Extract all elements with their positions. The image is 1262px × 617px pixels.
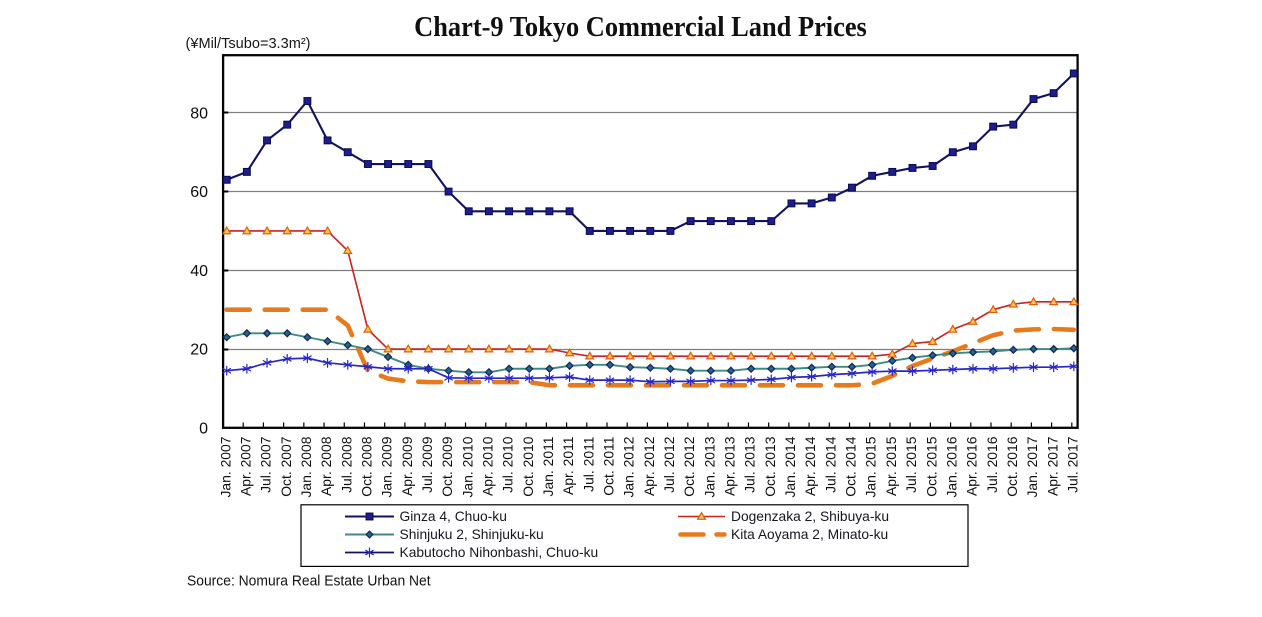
svg-text:Jul. 2008: Jul. 2008 (338, 436, 354, 493)
svg-text:Jan. 2012: Jan. 2012 (621, 436, 637, 497)
svg-text:Jul. 2010: Jul. 2010 (500, 436, 516, 493)
svg-text:Jul. 2016: Jul. 2016 (984, 436, 1000, 493)
svg-text:40: 40 (190, 263, 208, 280)
svg-text:Jul. 2015: Jul. 2015 (903, 436, 919, 493)
svg-text:Jan. 2014: Jan. 2014 (782, 436, 798, 497)
svg-text:Kita Aoyama 2, Minato-ku: Kita Aoyama 2, Minato-ku (731, 527, 888, 542)
svg-text:Jan. 2007: Jan. 2007 (217, 436, 233, 497)
svg-text:Oct. 2015: Oct. 2015 (923, 436, 939, 497)
svg-text:Jan. 2016: Jan. 2016 (943, 436, 959, 497)
svg-text:Apr. 2016: Apr. 2016 (964, 436, 980, 496)
svg-text:Jul. 2013: Jul. 2013 (742, 436, 758, 493)
svg-text:Apr. 2014: Apr. 2014 (802, 436, 818, 496)
svg-text:Jan. 2013: Jan. 2013 (701, 436, 717, 497)
svg-text:80: 80 (190, 105, 208, 122)
svg-text:Jul. 2014: Jul. 2014 (822, 436, 838, 493)
svg-text:Oct. 2014: Oct. 2014 (843, 436, 859, 497)
svg-text:Jul. 2007: Jul. 2007 (258, 436, 274, 493)
svg-text:Oct. 2008: Oct. 2008 (358, 436, 374, 497)
svg-text:Source: Nomura Real Estate Urb: Source: Nomura Real Estate Urban Net (187, 573, 431, 590)
svg-text:Jan. 2010: Jan. 2010 (459, 436, 475, 497)
svg-text:Apr. 2010: Apr. 2010 (480, 436, 496, 496)
svg-text:Oct. 2007: Oct. 2007 (278, 436, 294, 497)
svg-text:Oct. 2016: Oct. 2016 (1004, 436, 1020, 497)
svg-text:Oct. 2010: Oct. 2010 (520, 436, 536, 497)
svg-text:Jan. 2009: Jan. 2009 (379, 436, 395, 497)
svg-text:0: 0 (199, 420, 208, 437)
svg-text:Oct. 2012: Oct. 2012 (681, 436, 697, 497)
svg-text:Kabutocho Nihonbashi, Chuo-ku: Kabutocho Nihonbashi, Chuo-ku (400, 545, 599, 560)
svg-text:Chart-9 Tokyo Commercial Land: Chart-9 Tokyo Commercial Land Prices (414, 10, 867, 42)
svg-text:(¥Mil/Tsubo=3.3m²): (¥Mil/Tsubo=3.3m²) (186, 36, 311, 52)
svg-text:Apr. 2012: Apr. 2012 (641, 436, 657, 496)
svg-text:Apr. 2009: Apr. 2009 (399, 436, 415, 496)
svg-text:Jul. 2017: Jul. 2017 (1064, 436, 1080, 493)
svg-text:Apr. 2015: Apr. 2015 (883, 436, 899, 496)
svg-text:Jan. 2008: Jan. 2008 (298, 436, 314, 497)
svg-text:Jul. 2012: Jul. 2012 (661, 436, 677, 493)
svg-text:Apr. 2007: Apr. 2007 (237, 436, 253, 496)
svg-text:Apr. 2008: Apr. 2008 (318, 436, 334, 496)
svg-text:Dogenzaka 2, Shibuya-ku: Dogenzaka 2, Shibuya-ku (731, 509, 889, 524)
svg-text:Oct. 2009: Oct. 2009 (439, 436, 455, 497)
svg-text:Oct. 2011: Oct. 2011 (601, 436, 617, 495)
svg-text:Apr. 2013: Apr. 2013 (722, 436, 738, 496)
svg-text:Jan. 2015: Jan. 2015 (863, 436, 879, 497)
svg-text:20: 20 (190, 342, 208, 359)
svg-text:Apr. 2017: Apr. 2017 (1044, 436, 1060, 496)
svg-text:Jul. 2011: Jul. 2011 (580, 436, 596, 492)
svg-text:Jan. 2017: Jan. 2017 (1024, 436, 1040, 497)
svg-text:Jan. 2011: Jan. 2011 (540, 436, 556, 496)
svg-text:60: 60 (190, 184, 208, 201)
svg-text:Jul. 2009: Jul. 2009 (419, 436, 435, 493)
svg-text:Oct. 2013: Oct. 2013 (762, 436, 778, 497)
svg-text:Ginza 4, Chuo-ku: Ginza 4, Chuo-ku (400, 509, 507, 524)
svg-text:Shinjuku 2, Shinjuku-ku: Shinjuku 2, Shinjuku-ku (400, 527, 544, 542)
svg-text:Apr. 2011: Apr. 2011 (560, 436, 576, 495)
